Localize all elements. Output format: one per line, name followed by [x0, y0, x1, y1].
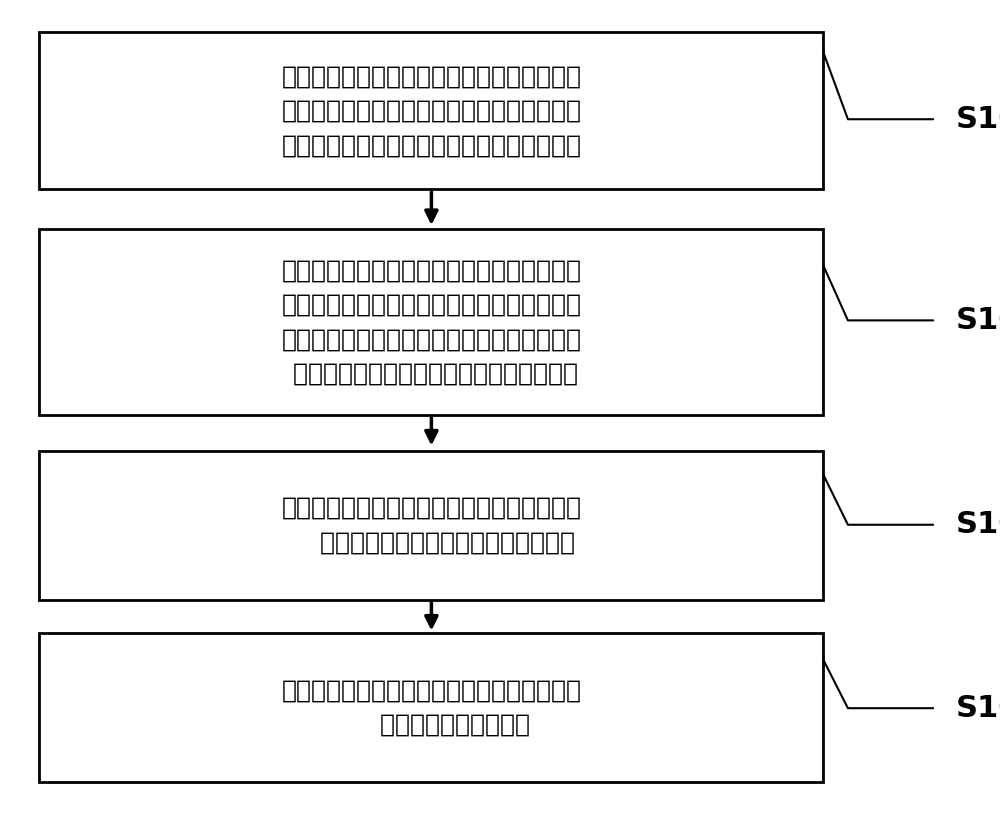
- Text: 以所述系统光轴为轴线旋转所述反射抛物面曲
      线，确定暗场聚光镜面: 以所述系统光轴为轴线旋转所述反射抛物面曲 线，确定暗场聚光镜面: [281, 679, 581, 737]
- Text: 确定所述发散光线与所述平行光线的交点，根
    据各所述交点拟合生成反射抛物面曲线: 确定所述发散光线与所述平行光线的交点，根 据各所述交点拟合生成反射抛物面曲线: [281, 496, 581, 554]
- Text: 在所述设计图像中绘制与所述系统光轴平行的
至少两个平行光线，根据预设的边界条件计算
所述平行光线的会聚点，并根据所述暗视场光
 线照明范围生成经过所述会聚点的发: 在所述设计图像中绘制与所述系统光轴平行的 至少两个平行光线，根据预设的边界条件计…: [281, 259, 581, 386]
- Text: S103: S103: [956, 510, 1000, 539]
- Bar: [39, 32, 823, 189]
- Bar: [39, 451, 823, 599]
- Text: S102: S102: [956, 306, 1000, 335]
- Text: 基于待设计金相显微镜的物镜参数，在绘图软
件的图面中绘制出设计图像，所述设计图像包
括物镜结构、系统光轴、暗视场光线照明范围: 基于待设计金相显微镜的物镜参数，在绘图软 件的图面中绘制出设计图像，所述设计图像…: [281, 64, 581, 158]
- Bar: [39, 633, 823, 782]
- Bar: [39, 229, 823, 415]
- Text: S101: S101: [956, 105, 1000, 134]
- Text: S104: S104: [956, 694, 1000, 722]
